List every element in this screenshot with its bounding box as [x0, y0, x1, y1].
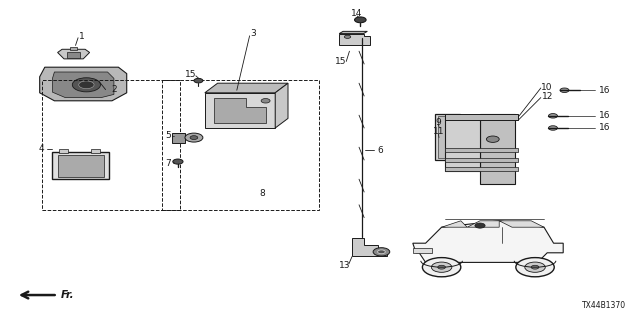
Bar: [413, 248, 432, 253]
Bar: [445, 117, 480, 171]
Circle shape: [261, 99, 270, 103]
Circle shape: [531, 265, 539, 269]
Polygon shape: [205, 93, 275, 128]
Polygon shape: [339, 31, 367, 34]
Bar: [172, 133, 185, 143]
Bar: [67, 52, 80, 58]
Bar: [480, 114, 515, 184]
Bar: [59, 149, 68, 153]
Text: 14: 14: [351, 9, 363, 18]
Text: 8: 8: [260, 189, 265, 198]
Bar: [91, 149, 100, 153]
Bar: [438, 116, 454, 158]
Text: 9: 9: [436, 118, 441, 127]
Circle shape: [548, 114, 557, 118]
Text: Fr.: Fr.: [61, 290, 74, 300]
Text: 10: 10: [541, 83, 553, 92]
Text: 3: 3: [250, 29, 255, 38]
Circle shape: [185, 133, 203, 142]
Bar: [435, 114, 460, 160]
Bar: [445, 148, 518, 152]
Bar: [445, 114, 518, 120]
Text: TX44B1370: TX44B1370: [582, 301, 626, 310]
Circle shape: [355, 17, 366, 23]
Polygon shape: [214, 98, 266, 123]
Circle shape: [79, 81, 94, 89]
Circle shape: [516, 258, 554, 277]
Circle shape: [190, 136, 198, 140]
Circle shape: [173, 159, 183, 164]
Text: 2: 2: [111, 85, 116, 94]
Text: 12: 12: [541, 92, 553, 101]
Circle shape: [525, 262, 545, 272]
Circle shape: [560, 88, 569, 92]
Bar: [70, 47, 77, 50]
Polygon shape: [205, 83, 288, 93]
Circle shape: [422, 258, 461, 277]
Circle shape: [194, 78, 203, 83]
Polygon shape: [52, 72, 114, 98]
Bar: [42, 80, 180, 210]
Bar: [52, 152, 109, 179]
Circle shape: [438, 265, 445, 269]
Polygon shape: [40, 67, 127, 101]
Text: 15: 15: [185, 70, 196, 79]
Circle shape: [378, 250, 385, 254]
Bar: [445, 167, 518, 171]
Circle shape: [548, 126, 557, 130]
Text: 5: 5: [166, 132, 171, 140]
Circle shape: [486, 136, 499, 142]
Text: 15: 15: [335, 57, 347, 66]
Text: 16: 16: [599, 86, 611, 95]
Text: 11: 11: [433, 127, 444, 136]
Circle shape: [475, 223, 485, 228]
Text: 7: 7: [166, 159, 171, 168]
Bar: [58, 155, 104, 177]
Polygon shape: [275, 83, 288, 128]
Polygon shape: [413, 221, 563, 262]
Polygon shape: [442, 221, 467, 227]
Polygon shape: [352, 238, 387, 256]
Text: 1: 1: [79, 32, 84, 41]
Text: 4: 4: [39, 144, 44, 153]
Text: 16: 16: [599, 111, 611, 120]
Text: 13: 13: [339, 261, 350, 270]
Polygon shape: [58, 49, 90, 59]
Circle shape: [431, 262, 452, 272]
Bar: [162, 80, 319, 210]
Circle shape: [373, 248, 390, 256]
Text: 16: 16: [599, 124, 611, 132]
Text: 6: 6: [378, 146, 383, 155]
Circle shape: [344, 35, 351, 38]
Circle shape: [72, 78, 100, 92]
Bar: [445, 158, 518, 162]
Polygon shape: [339, 34, 370, 45]
Polygon shape: [467, 221, 499, 227]
Polygon shape: [499, 221, 544, 227]
